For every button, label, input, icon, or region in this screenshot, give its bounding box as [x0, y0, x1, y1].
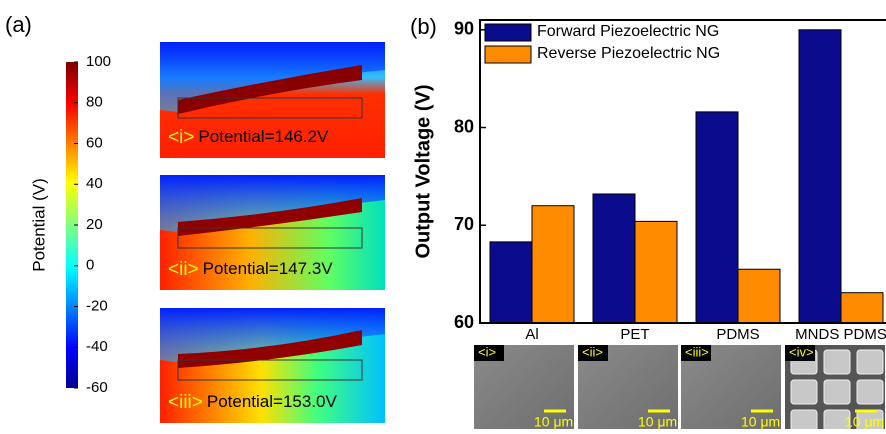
x-tick-label: MNDS PDMS [795, 326, 886, 343]
bar [841, 293, 883, 323]
bar [490, 242, 532, 323]
scale-label: 10 μm [741, 414, 780, 429]
bar [696, 112, 738, 323]
sem-pattern [857, 350, 883, 374]
sem-pattern [791, 410, 817, 429]
legend-label: Forward Piezoelectric NG [537, 23, 719, 40]
colorbar-label: Potential (V) [29, 178, 48, 272]
bar [799, 30, 841, 323]
sim-potential: Potential=147.3V [203, 259, 334, 278]
sim-label: <iii>Potential=153.0V [168, 392, 337, 413]
sim-label: <ii>Potential=147.3V [168, 259, 333, 280]
y-tick-label: 60 [454, 312, 474, 332]
x-tick-label: Al [525, 326, 538, 343]
colorbar-tick-label: 60 [86, 134, 103, 151]
sem-tag: <iv> [789, 344, 814, 359]
colorbar-tick-label: 0 [86, 257, 94, 274]
sim-tag: <iii> [168, 392, 203, 413]
y-axis-label: Output Voltage (V) [412, 84, 434, 258]
colorbar-tick-label: 100 [86, 53, 111, 70]
y-tick-label: 70 [454, 214, 474, 234]
sem-pattern [824, 350, 850, 374]
sem-tag: <iii> [685, 344, 709, 359]
scale-label: 10 μm [845, 414, 884, 429]
colorbar-tick-label: 80 [86, 94, 103, 111]
legend-swatch [485, 46, 531, 63]
colorbar-tick-label: 40 [86, 175, 103, 192]
bar [738, 269, 780, 323]
colorbar-tick-label: -20 [86, 297, 108, 314]
sim-potential: Potential=146.2V [198, 127, 329, 146]
panel-label: (b) [410, 14, 437, 39]
figure: (a) (b) Potential (V) 100 80 60 40 20 0 -20 -40… [0, 0, 886, 429]
sim-tag: <i> [168, 127, 194, 148]
y-tick-label: 90 [454, 19, 474, 39]
legend-swatch [485, 24, 531, 41]
y-tick-label: 80 [454, 116, 474, 136]
x-tick-label: PET [620, 326, 649, 343]
sim-tag: <ii> [168, 259, 199, 280]
colorbar-tick-label: -60 [86, 379, 108, 396]
bar [635, 221, 677, 323]
sim-potential: Potential=153.0V [207, 392, 338, 411]
sem-pattern [857, 380, 883, 404]
page: (a) (b) Potential (V) 100 80 60 40 20 0 -20 -40… [0, 0, 886, 429]
colorbar-tick-label: -40 [86, 338, 108, 355]
panel-label: (a) [5, 12, 32, 37]
scale-label: 10 μm [534, 414, 573, 429]
x-tick-label: PDMS [716, 326, 759, 343]
colorbar-tick-label: 20 [86, 216, 103, 233]
sim-label: <i>Potential=146.2V [168, 127, 329, 148]
bar [532, 206, 574, 323]
sem-pattern [791, 380, 817, 404]
sem-pattern [824, 380, 850, 404]
legend-label: Reverse Piezoelectric NG [537, 45, 720, 62]
sem-tag: <i> [478, 344, 496, 359]
bar [593, 194, 635, 323]
sem-tag: <ii> [582, 344, 603, 359]
scale-label: 10 μm [638, 414, 677, 429]
